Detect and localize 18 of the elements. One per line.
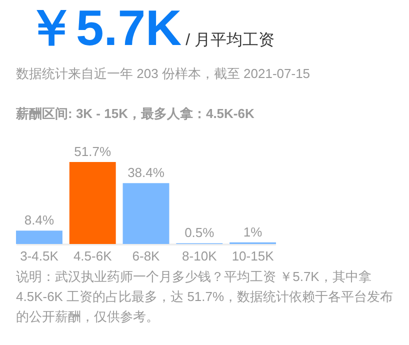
text: 薪酬区间: 3K - 15K，最多人拿：4.5K-6K [16, 105, 256, 123]
x-tick-label: 3-4.5K [20, 248, 59, 264]
data-label: 51.7% [74, 144, 112, 159]
chart-subtitle: / 月平均工资 [186, 31, 275, 51]
x-tick-label: 10-15K [232, 248, 274, 264]
x-tick-label: 6-8K [132, 248, 160, 264]
bar [16, 230, 62, 244]
data-label: 38.4% [128, 165, 165, 180]
data-label: 0.5% [184, 225, 215, 240]
data-label: 8.4% [24, 212, 54, 228]
bar [122, 183, 170, 244]
x-tick-label: 4.5-6K [73, 248, 112, 264]
bar [69, 162, 116, 244]
data-label: 1% [243, 224, 263, 240]
text: 说明：武汉执业药师一个月多少钱？平均工资 ￥5.7K，其中拿 4.5K-6K 工资的占比最多，达 51.7%，数据统计依赖于各平台发布的公开薪酬，仅供参考。 [16, 268, 394, 326]
x-tick-label: 8-10K [182, 248, 218, 264]
chart-title: ￥5.7K [26, 0, 182, 56]
text: 数据统计来自近一年 203 份样本，截至 2021-07-15 [16, 65, 312, 83]
